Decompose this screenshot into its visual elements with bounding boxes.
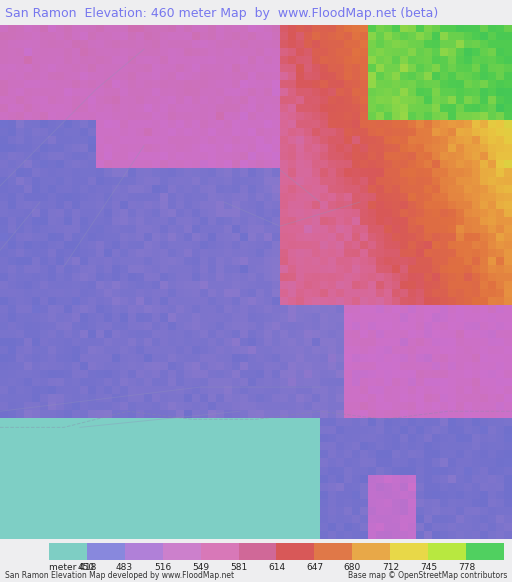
Text: San Ramon  Elevation: 460 meter Map  by  www.FloodMap.net (beta): San Ramon Elevation: 460 meter Map by ww… [5,7,438,20]
Text: 680: 680 [344,563,361,572]
Bar [87,544,124,560]
Text: San Ramon Elevation Map developed by www.FloodMap.net: San Ramon Elevation Map developed by www… [5,572,234,580]
Bar [201,544,239,560]
Text: 450: 450 [78,563,95,572]
Text: 614: 614 [268,563,285,572]
Bar [239,544,276,560]
Text: 647: 647 [306,563,323,572]
Text: meter 418: meter 418 [49,563,96,572]
Text: 549: 549 [192,563,209,572]
Text: Base map © OpenStreetMap contributors: Base map © OpenStreetMap contributors [348,572,507,580]
Bar [352,544,391,560]
Bar [163,544,201,560]
Text: 712: 712 [382,563,399,572]
Text: 745: 745 [420,563,437,572]
Bar [124,544,163,560]
Bar [314,544,352,560]
Bar [276,544,314,560]
Text: 483: 483 [116,563,133,572]
Text: 778: 778 [458,563,475,572]
Bar [429,544,466,560]
Text: 516: 516 [154,563,171,572]
Text: 581: 581 [230,563,247,572]
Bar [466,544,504,560]
Bar [49,544,87,560]
Bar [391,544,429,560]
